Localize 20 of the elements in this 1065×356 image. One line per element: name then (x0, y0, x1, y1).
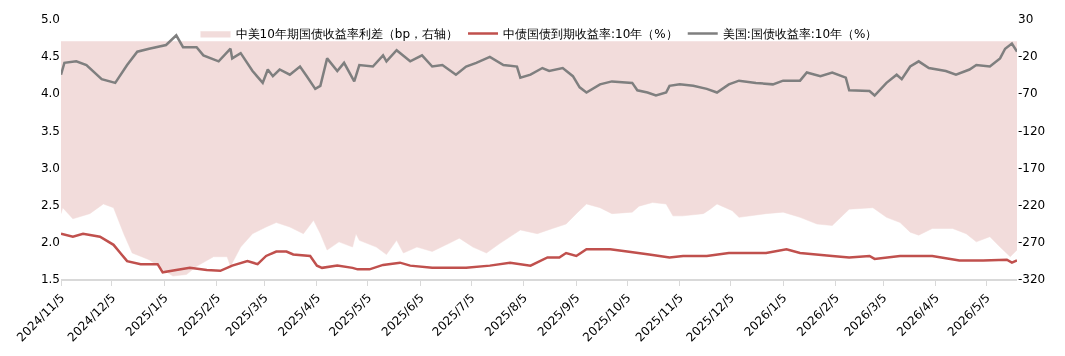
y2-tick-label: 30 (1018, 12, 1034, 27)
y2-tick-label: -120 (1018, 123, 1046, 138)
y-tick-label: 2.5 (40, 197, 60, 212)
y2-tick-label: -70 (1018, 86, 1038, 101)
y2-tick-label: -170 (1018, 160, 1046, 175)
y-tick-label: 2.0 (40, 235, 60, 250)
legend-label: 中美10年期国债收益率利差（bp，右轴） (235, 27, 459, 42)
y-tick-label: 3.0 (40, 160, 60, 175)
y-tick-label: 4.5 (40, 49, 60, 64)
line-series (61, 232, 1017, 274)
y-tick-label: 1.5 (40, 272, 60, 287)
y-tick-label: 4.0 (40, 86, 60, 101)
y-tick-label: 5.0 (40, 12, 60, 27)
y2-tick-label: -270 (1018, 235, 1046, 250)
y2-tick-label: -320 (1018, 272, 1046, 287)
y-tick-label: 3.5 (40, 123, 60, 138)
y2-tick-label: -20 (1018, 49, 1038, 64)
legend-label: 美国:国债收益率:10年（%） (722, 27, 878, 42)
legend-label: 中债国债到期收益率:10年（%） (503, 27, 678, 42)
y2-tick-label: -220 (1018, 197, 1046, 212)
